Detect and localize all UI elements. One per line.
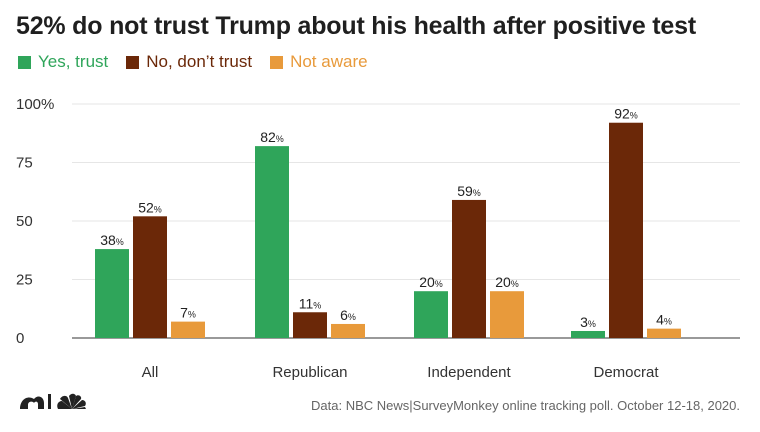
legend-swatch-no: [126, 55, 140, 69]
data-label: 3%: [580, 314, 596, 330]
bar-not-aware: [171, 321, 205, 338]
data-label: 20%: [495, 274, 519, 290]
x-tick-label: Democrat: [593, 364, 659, 381]
data-label: 6%: [340, 307, 356, 323]
data-label: 4%: [656, 312, 672, 328]
y-tick-label: 100%: [16, 96, 54, 113]
bar-no: [133, 216, 167, 338]
legend-label-not-aware: Not aware: [290, 52, 368, 71]
bar-no: [293, 312, 327, 338]
bar-yes: [255, 146, 289, 338]
nbc-peacock-logo-icon: [20, 393, 86, 409]
data-label: 92%: [614, 106, 638, 122]
x-tick-label: Republican: [272, 364, 347, 381]
y-tick-label: 75: [16, 155, 33, 172]
bar-yes: [571, 330, 605, 338]
data-label: 7%: [180, 305, 196, 321]
legend-item-not-aware: Not aware: [270, 52, 368, 72]
legend-swatch-not-aware: [270, 55, 284, 69]
y-tick-label: 25: [16, 272, 33, 289]
bar-not-aware: [490, 291, 524, 338]
legend-item-no: No, don’t trust: [126, 52, 252, 72]
y-tick-label: 50: [16, 213, 33, 230]
x-tick-label: All: [142, 364, 159, 381]
data-label: 59%: [457, 183, 481, 199]
legend-item-yes: Yes, trust: [18, 52, 108, 72]
data-label: 11%: [299, 295, 322, 311]
source-note: Data: NBC News|SurveyMonkey online track…: [311, 398, 740, 413]
legend-label-no: No, don’t trust: [146, 52, 253, 71]
data-label: 82%: [260, 129, 284, 145]
legend: Yes, trust No, don’t trust Not aware: [18, 52, 368, 72]
chart-title: 52% do not trust Trump about his health …: [16, 12, 696, 40]
x-tick-label: Independent: [427, 364, 511, 381]
y-tick-label: 0: [16, 330, 24, 347]
bar-no: [609, 122, 643, 338]
data-label: 38%: [100, 232, 124, 248]
bar-no: [452, 199, 486, 338]
legend-label-yes: Yes, trust: [38, 52, 109, 71]
bar-not-aware: [647, 328, 681, 338]
bar-not-aware: [331, 323, 365, 338]
bar-yes: [414, 291, 448, 338]
legend-swatch-yes: [18, 55, 31, 69]
data-label: 20%: [419, 274, 443, 290]
bar-yes: [95, 249, 129, 338]
data-label: 52%: [138, 199, 162, 215]
